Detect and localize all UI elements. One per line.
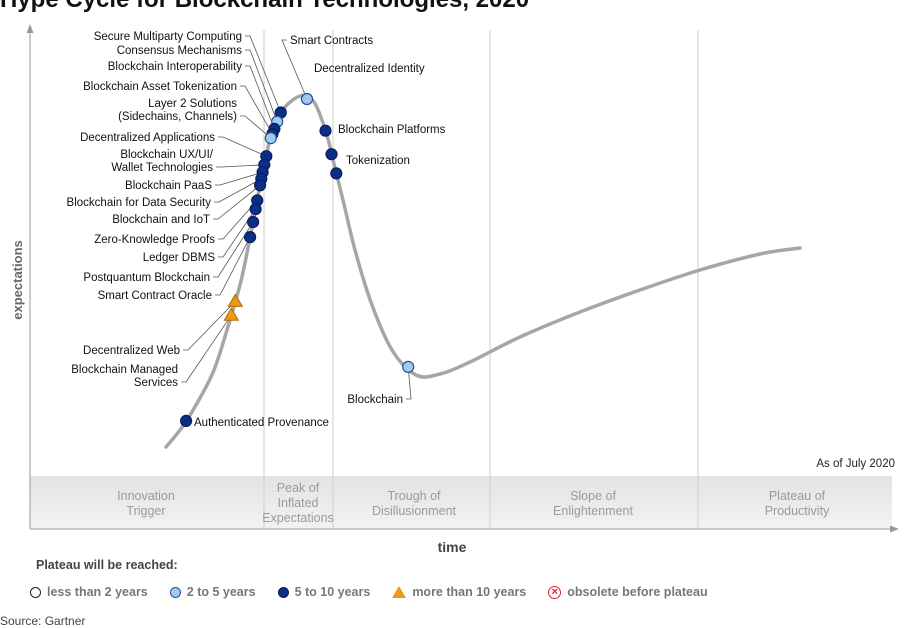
phase-label-slope-of-enlightenment: Slope of Enlightenment <box>553 489 633 518</box>
leader-line <box>245 49 278 122</box>
marker-blockchain-platforms <box>325 148 338 161</box>
chart-title: Hype Cycle for Blockchain Technologies, … <box>0 0 529 14</box>
x-axis-label: time <box>438 539 467 555</box>
marker-blockchain <box>402 360 415 373</box>
leader-line <box>218 200 258 240</box>
as-of-label: As of July 2020 <box>816 458 895 470</box>
y-axis-label: expectations <box>10 240 25 319</box>
legend-label: more than 10 years <box>412 585 527 599</box>
hype-curve <box>164 93 802 449</box>
leader-line <box>183 301 236 351</box>
leader-line <box>245 65 275 130</box>
legend-item-2to5: 2 to 5 years <box>169 585 256 599</box>
label-blockchain-interoperability: Blockchain Interoperability <box>108 61 242 73</box>
leader-line <box>240 115 272 139</box>
marker-smart-contracts <box>300 92 314 106</box>
orange-triangle-icon <box>392 586 407 598</box>
leader-line <box>213 221 254 278</box>
marker-ledger-dbms <box>249 203 262 216</box>
label-decentralized-identity: Decentralized Identity <box>314 63 425 75</box>
source-note: Source: Gartner <box>0 614 86 628</box>
leader-line <box>215 171 263 186</box>
phase-band <box>30 476 892 529</box>
legend-label: 2 to 5 years <box>186 585 256 599</box>
label-zero-knowledge-proofs: Zero-Knowledge Proofs <box>94 234 215 246</box>
leader-line <box>213 184 261 220</box>
phase-label-innovation-trigger: Innovation Trigger <box>117 489 175 518</box>
phase-label-plateau-of-productivity: Plateau of Productivity <box>765 489 830 518</box>
marker-authenticated-provenance <box>180 414 193 427</box>
legend-label: 5 to 10 years <box>294 585 371 599</box>
label-secure-multiparty-computing: Secure Multiparty Computing <box>94 31 242 43</box>
phase-label-trough-of-disillusionment: Trough of Disillusionment <box>372 489 457 518</box>
leader-line <box>245 35 282 113</box>
legend-label: less than 2 years <box>47 585 148 599</box>
legend-item-obsolete: × obsolete before plateau <box>548 585 708 599</box>
marker-postquantum-blockchain <box>247 215 260 229</box>
label-smart-contracts: Smart Contracts <box>290 35 373 47</box>
label-blockchain-paas: Blockchain PaaS <box>125 180 212 192</box>
marker-layer-2-solutions-sidechains-channels <box>264 132 277 145</box>
label-blockchain-asset-tokenization: Blockchain Asset Tokenization <box>83 81 237 93</box>
legend-item-gt10: more than 10 years <box>392 585 526 599</box>
leader-line <box>218 136 267 157</box>
crossed-circle-icon: × <box>548 585 562 599</box>
label-blockchain: Blockchain <box>347 394 403 406</box>
marker-smart-contract-oracle <box>244 231 257 244</box>
y-axis-arrow-icon <box>26 24 34 33</box>
phase-labels: Innovation Trigger Peak of Inflated Expectat… <box>117 481 830 525</box>
label-ledger-dbms: Ledger DBMS <box>143 252 216 264</box>
phase-label-peak-of-inflated-expectations: Peak of Inflated Expectations <box>262 481 334 525</box>
label-tokenization: Tokenization <box>346 155 410 167</box>
x-axis-arrow-icon <box>890 525 899 533</box>
marker-decentralized-identity <box>319 124 332 137</box>
leader-line <box>215 236 251 296</box>
label-smart-contract-oracle: Smart Contract Oracle <box>98 290 212 302</box>
open-circle-icon <box>30 586 41 598</box>
label-blockchain-for-data-security: Blockchain for Data Security <box>67 197 212 209</box>
legend: less than 2 years 2 to 5 years 5 to 10 y… <box>30 585 708 599</box>
marker-tokenization <box>330 167 343 180</box>
marker-blockchain-and-iot <box>254 179 267 192</box>
label-blockchain-and-iot: Blockchain and IoT <box>112 214 210 226</box>
technology-markers: Secure Multiparty Computing Consensus Mec… <box>67 31 446 429</box>
label-consensus-mechanisms: Consensus Mechanisms <box>117 45 243 57</box>
phase-dividers <box>263 30 699 529</box>
leader-line <box>218 208 256 258</box>
marker-decentralized-web <box>227 293 244 307</box>
leader-line <box>281 39 308 100</box>
label-layer-2-solutions-sidechains-channels: Layer 2 Solutions (Sidechains, Channels) <box>118 98 237 123</box>
label-authenticated-provenance: Authenticated Provenance <box>194 417 329 429</box>
leader-line <box>240 85 273 135</box>
legend-label: obsolete before plateau <box>567 585 708 599</box>
leader-line <box>406 366 412 400</box>
marker-blockchain-managed-services <box>223 307 240 321</box>
label-postquantum-blockchain: Postquantum Blockchain <box>83 272 210 284</box>
leader-line <box>181 314 232 383</box>
legend-heading: Plateau will be reached: <box>36 558 178 572</box>
legend-item-lt2: less than 2 years <box>30 585 148 599</box>
leader-line <box>214 178 262 203</box>
light-blue-circle-icon <box>169 586 181 598</box>
label-decentralized-applications: Decentralized Applications <box>80 132 215 144</box>
leader-line <box>216 164 265 168</box>
label-blockchain-ux-ui-wallet-technologies: Blockchain UX/UI/Wallet Technologies <box>111 149 213 174</box>
legend-item-5to10: 5 to 10 years <box>277 585 371 599</box>
label-blockchain-platforms: Blockchain Platforms <box>338 124 446 136</box>
label-decentralized-web: Decentralized Web <box>83 345 180 357</box>
label-blockchain-managed-services: Blockchain Managed Services <box>71 364 178 389</box>
dark-blue-circle-icon <box>277 586 289 598</box>
